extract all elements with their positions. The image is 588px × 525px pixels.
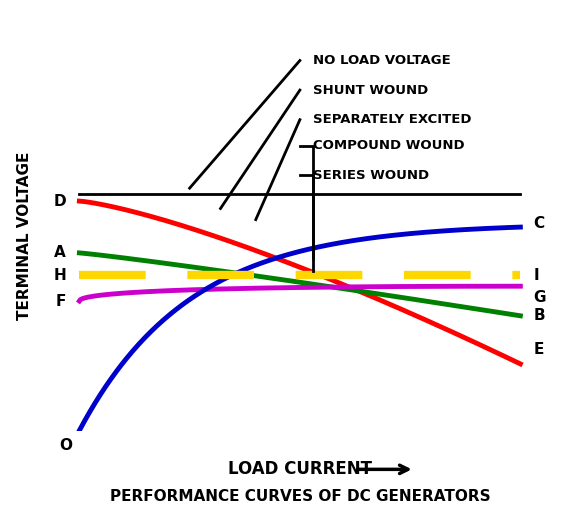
Text: PERFORMANCE CURVES OF DC GENERATORS: PERFORMANCE CURVES OF DC GENERATORS	[109, 489, 490, 504]
Text: SERIES WOUND: SERIES WOUND	[313, 169, 429, 182]
Text: G: G	[534, 290, 546, 305]
Text: F: F	[56, 293, 66, 309]
Text: NO LOAD VOLTAGE: NO LOAD VOLTAGE	[313, 54, 451, 67]
Text: COMPOUND WOUND: COMPOUND WOUND	[313, 139, 465, 152]
Text: B: B	[534, 308, 545, 323]
Text: E: E	[534, 342, 544, 356]
Text: A: A	[55, 245, 66, 260]
Text: LOAD CURRENT: LOAD CURRENT	[228, 460, 372, 478]
Text: O: O	[59, 438, 73, 453]
Text: SEPARATELY EXCITED: SEPARATELY EXCITED	[313, 113, 472, 126]
Text: TERMINAL VOLTAGE: TERMINAL VOLTAGE	[17, 152, 32, 320]
Text: I: I	[534, 268, 539, 282]
Text: H: H	[54, 268, 66, 282]
Text: C: C	[534, 216, 544, 231]
Text: SHUNT WOUND: SHUNT WOUND	[313, 83, 429, 97]
Text: D: D	[54, 194, 66, 208]
